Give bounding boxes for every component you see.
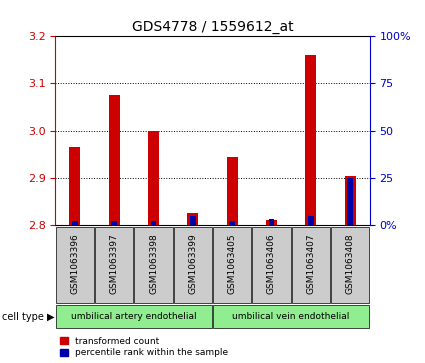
Text: GSM1063406: GSM1063406	[267, 233, 276, 294]
Bar	[347, 178, 353, 225]
Bar	[109, 95, 120, 225]
Title: GDS4778 / 1559612_at: GDS4778 / 1559612_at	[132, 20, 293, 34]
FancyBboxPatch shape	[252, 227, 291, 303]
Bar	[72, 221, 78, 225]
Bar	[230, 221, 235, 225]
Text: GSM1063399: GSM1063399	[188, 233, 197, 294]
Text: GSM1063396: GSM1063396	[71, 233, 79, 294]
FancyBboxPatch shape	[134, 227, 173, 303]
Bar	[305, 55, 316, 225]
Text: GSM1063397: GSM1063397	[110, 233, 119, 294]
FancyBboxPatch shape	[173, 227, 212, 303]
Bar	[148, 131, 159, 225]
Text: GSM1063405: GSM1063405	[228, 233, 237, 294]
Text: GSM1063408: GSM1063408	[346, 233, 354, 294]
Bar	[227, 157, 238, 225]
Text: cell type ▶: cell type ▶	[2, 312, 55, 322]
Bar	[266, 220, 277, 225]
Text: umbilical vein endothelial: umbilical vein endothelial	[232, 312, 350, 321]
Bar	[151, 221, 156, 225]
FancyBboxPatch shape	[56, 227, 94, 303]
FancyBboxPatch shape	[213, 305, 369, 328]
Bar	[308, 216, 314, 225]
Text: GSM1063407: GSM1063407	[306, 233, 315, 294]
FancyBboxPatch shape	[56, 305, 212, 328]
Legend: transformed count, percentile rank within the sample: transformed count, percentile rank withi…	[60, 337, 228, 357]
FancyBboxPatch shape	[213, 227, 252, 303]
FancyBboxPatch shape	[331, 227, 369, 303]
Text: GSM1063398: GSM1063398	[149, 233, 158, 294]
Text: umbilical artery endothelial: umbilical artery endothelial	[71, 312, 197, 321]
Bar	[345, 176, 356, 225]
FancyBboxPatch shape	[292, 227, 330, 303]
Bar	[269, 219, 274, 225]
FancyBboxPatch shape	[95, 227, 133, 303]
Bar	[111, 221, 117, 225]
Bar	[69, 147, 80, 225]
Bar	[190, 216, 196, 225]
Bar	[187, 213, 198, 225]
